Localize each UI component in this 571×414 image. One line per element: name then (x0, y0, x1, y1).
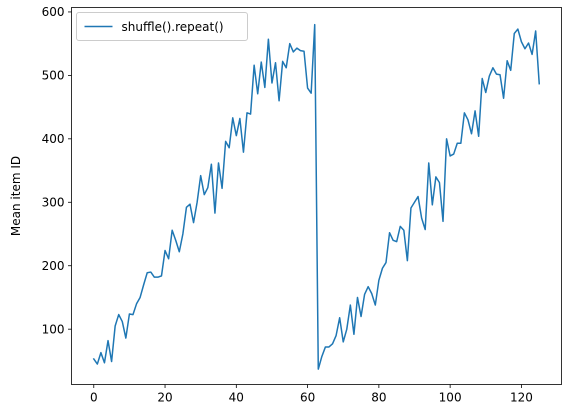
y-tick-label: 300 (42, 195, 65, 209)
y-tick-label: 400 (42, 132, 65, 146)
series-line-0 (92, 23, 541, 370)
plot-frame (71, 7, 562, 385)
plot-area (92, 23, 541, 370)
legend-label: shuffle().repeat() (122, 20, 224, 34)
x-tick-label: 120 (510, 391, 533, 405)
legend-box (76, 12, 248, 41)
x-tick-label: 40 (229, 391, 244, 405)
x-tick-label: 100 (439, 391, 462, 405)
legend: shuffle().repeat() (76, 12, 248, 41)
y-tick-label: 500 (42, 69, 65, 83)
x-tick-label: 20 (157, 391, 172, 405)
x-tick-label: 0 (90, 391, 98, 405)
x-tick-label: 80 (371, 391, 386, 405)
x-tick-label: 60 (300, 391, 315, 405)
y-tick-label: 100 (42, 322, 65, 336)
y-tick-label: 200 (42, 259, 65, 273)
axes: 0 20 40 60 80 100 120 100 200 300 400 500 600 (42, 5, 562, 405)
y-tick-label: 600 (42, 5, 65, 19)
y-axis-label: Mean item ID (9, 156, 23, 236)
